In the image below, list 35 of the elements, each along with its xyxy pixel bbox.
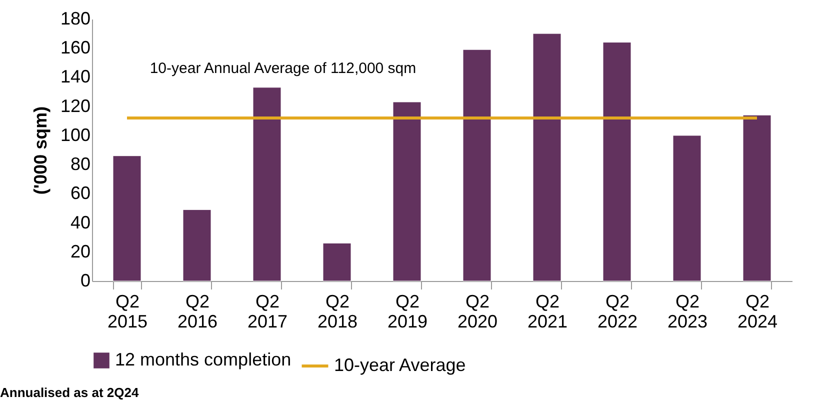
y-tick-label: 40 [70,212,90,232]
legend-label: 10-year Average [334,355,466,375]
y-tick-label: 180 [60,8,90,28]
x-tick-label: Q2 2019 [387,292,428,332]
x-tick-label: Q2 2021 [527,292,568,332]
bar [182,209,212,282]
x-tick-label: Q2 2016 [177,292,218,332]
bar [252,87,282,282]
y-tick-label: 80 [70,154,90,174]
x-tick-label: Q2 2017 [247,292,288,332]
y-axis-title: ('000 sqm) [30,106,50,195]
x-tick-label: Q2 2015 [107,292,148,332]
bar [322,242,352,282]
y-tick-label: 20 [70,241,90,262]
annotation: 10-year Annual Average of 112,000 sqm [150,60,416,77]
y-tick-label: 140 [60,66,90,87]
bar [742,114,772,282]
y-tick-label: 60 [70,183,90,204]
x-tick-label: Q2 2020 [457,292,498,332]
x-tick-label: Q2 2023 [667,292,708,332]
text: Annualised as at 2Q24 [0,385,140,400]
bar [602,42,632,282]
bar [112,156,142,282]
legend-label: 12 months completion [115,350,292,370]
y-tick-label: 160 [60,38,90,58]
x-tick-label: Q2 2018 [317,292,358,332]
bar [392,102,422,282]
x-tick-label: Q2 2022 [597,292,638,332]
bar [532,33,562,282]
y-tick-label: 100 [60,124,90,145]
x-tick-label: Q2 2024 [737,292,778,332]
y-tick-label: 0 [80,270,90,290]
bar [462,49,492,282]
bar [672,135,702,282]
y-tick-label: 120 [60,96,90,116]
